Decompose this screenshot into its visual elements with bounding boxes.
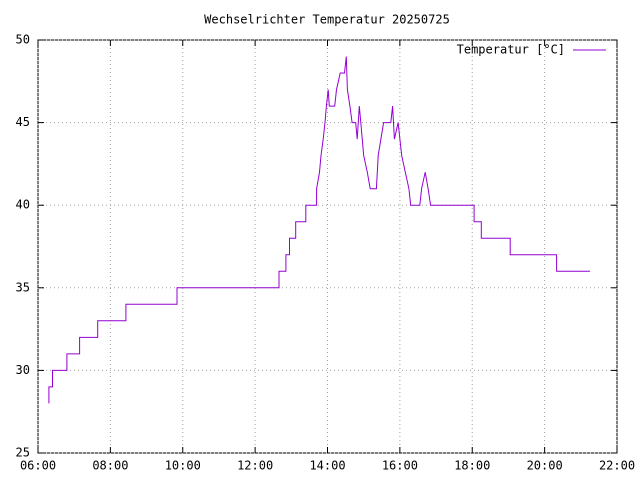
x-tick-label: 22:00 [599, 459, 635, 473]
y-tick-label: 30 [16, 363, 30, 377]
x-tick-label: 12:00 [237, 459, 273, 473]
y-tick-label: 45 [16, 115, 30, 129]
x-tick-label: 16:00 [382, 459, 418, 473]
y-tick-label: 40 [16, 198, 30, 212]
chart-title: Wechselrichter Temperatur 20250725 [204, 13, 450, 27]
x-tick-label: 08:00 [92, 459, 128, 473]
legend-label: Temperatur [°C] [457, 43, 565, 57]
x-tick-label: 10:00 [165, 459, 201, 473]
x-tick-label: 14:00 [309, 459, 345, 473]
x-tick-label: 20:00 [527, 459, 563, 473]
y-tick-label: 25 [16, 446, 30, 460]
x-tick-label: 18:00 [454, 459, 490, 473]
x-tick-label: 06:00 [20, 459, 56, 473]
data-line [48, 56, 590, 404]
y-tick-label: 35 [16, 280, 30, 294]
y-tick-label: 50 [16, 33, 30, 47]
